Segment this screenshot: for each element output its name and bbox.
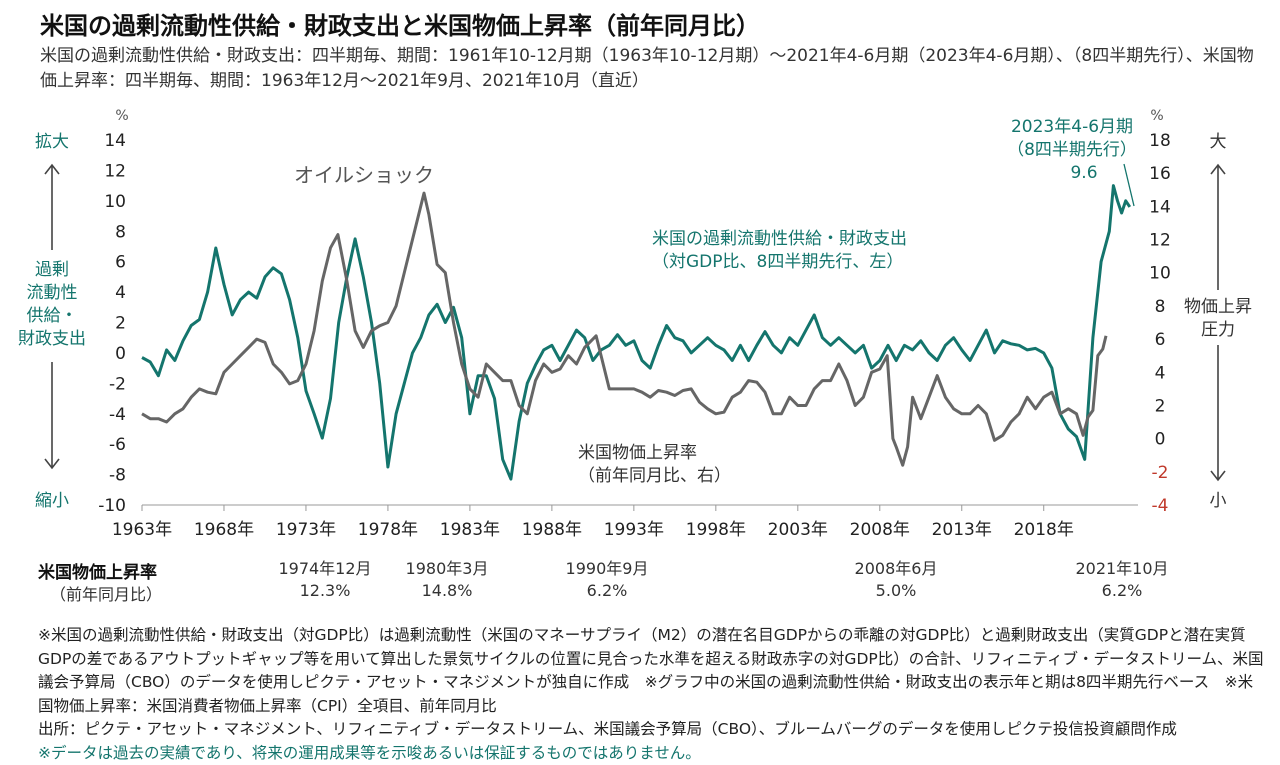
x-tick-label: 1983年: [440, 520, 500, 540]
left-side-bottom-label: 縮小: [35, 491, 69, 511]
down-arrow-icon: [45, 362, 59, 468]
x-tick-label: 1988年: [522, 520, 582, 540]
liquidity-series-label: 米国の過剰流動性供給・財政支出: [652, 229, 907, 249]
right-side-middle-label: 物価上昇: [1184, 297, 1252, 317]
left-tick-label: 4: [115, 283, 126, 303]
left-tick-label: 2: [115, 314, 126, 334]
inflation-series-line: [142, 193, 1106, 465]
record-1990: 1990年9月 6.2%: [537, 558, 677, 602]
right-tick-label: 4: [1155, 363, 1166, 383]
left-tick-label: -4: [109, 405, 126, 425]
record-value: 12.3%: [255, 580, 395, 602]
liquidity-series-desc: （対GDP比、8四半期先行、左）: [652, 252, 903, 272]
left-tick-label: 0: [115, 344, 126, 364]
right-tick-label: -4: [1152, 496, 1169, 516]
liquidity-fiscal-series-line: [142, 186, 1130, 480]
x-tick-label: 2013年: [932, 520, 992, 540]
peak-label-date: 2023年4-6月期: [1011, 117, 1133, 137]
inflation-series-desc: （前年同月比、右）: [578, 466, 731, 486]
record-1980: 1980年3月 14.8%: [377, 558, 517, 602]
left-tick-label: 6: [115, 253, 126, 273]
x-tick-label: 2003年: [768, 520, 828, 540]
up-arrow-icon: [45, 165, 59, 250]
footnotes: ※米国の過剰流動性供給・財政支出（対GDP比）は過剰流動性（米国のマネーサプライ…: [38, 624, 1268, 765]
right-tick-label: 18: [1149, 131, 1171, 151]
right-tick-label: 10: [1149, 264, 1171, 284]
record-date: 1974年12月: [255, 558, 395, 580]
left-tick-label: 8: [115, 222, 126, 242]
record-1974: 1974年12月 12.3%: [255, 558, 395, 602]
record-date: 1980年3月: [377, 558, 517, 580]
inflation-series-label: 米国物価上昇率: [578, 443, 697, 463]
chart-subtitle: 米国の過剰流動性供給・財政支出：四半期毎、期間：1961年10-12月期（196…: [40, 44, 1260, 94]
page-title: 米国の過剰流動性供給・財政支出と米国物価上昇率（前年同月比）: [40, 6, 760, 41]
left-side-middle-label: 供給・: [27, 306, 78, 326]
record-value: 5.0%: [826, 580, 966, 602]
left-side-middle-label: 過剰: [35, 260, 69, 280]
left-tick-label: 14: [104, 131, 126, 151]
right-tick-label: 14: [1149, 197, 1171, 217]
left-side-top-label: 拡大: [35, 132, 69, 152]
right-unit-label: %: [1150, 108, 1163, 124]
x-tick-label: 2008年: [850, 520, 910, 540]
record-value: 6.2%: [1052, 580, 1192, 602]
record-value: 6.2%: [537, 580, 677, 602]
peak-label-value: 9.6: [1070, 163, 1097, 183]
oil-shock-label: オイルショック: [294, 163, 434, 187]
left-tick-label: 12: [104, 161, 126, 181]
right-tick-label: 0: [1155, 430, 1166, 450]
right-tick-label: 16: [1149, 164, 1171, 184]
left-tick-label: -6: [109, 435, 126, 455]
x-tick-label: 2018年: [1014, 520, 1074, 540]
peak-label-lead: （8四半期先行）: [1007, 140, 1137, 160]
footnote-definition: ※米国の過剰流動性供給・財政支出（対GDP比）は過剰流動性（米国のマネーサプライ…: [38, 624, 1268, 718]
right-side-bottom-label: 小: [1210, 491, 1227, 511]
left-side-middle-label: 財政支出: [18, 329, 86, 349]
right-side-middle-label: 圧力: [1201, 320, 1235, 340]
record-date: 2021年10月: [1052, 558, 1192, 580]
x-tick-label: 1968年: [194, 520, 254, 540]
down-arrow-icon: [1211, 345, 1225, 480]
record-2008: 2008年6月 5.0%: [826, 558, 966, 602]
left-tick-label: -8: [109, 466, 126, 486]
x-tick-label: 1993年: [604, 520, 664, 540]
up-arrow-icon: [1211, 165, 1225, 290]
x-tick-label: 1998年: [686, 520, 746, 540]
record-date: 2008年6月: [826, 558, 966, 580]
left-tick-label: -10: [98, 496, 126, 516]
left-side-middle-label: 流動性: [27, 283, 78, 303]
right-tick-label: 8: [1155, 297, 1166, 317]
right-tick-label: -2: [1152, 463, 1169, 483]
x-tick-label: 1978年: [358, 520, 418, 540]
record-label-subtitle: （前年同月比）: [50, 581, 162, 605]
right-tick-label: 6: [1155, 330, 1166, 350]
right-side-top-label: 大: [1210, 132, 1227, 152]
left-tick-label: -2: [109, 374, 126, 394]
left-unit-label: %: [115, 108, 128, 124]
record-2021: 2021年10月 6.2%: [1052, 558, 1192, 602]
footnote-source: 出所：ピクテ・アセット・マネジメント、リフィニティブ・データストリーム、米国議会…: [38, 718, 1268, 742]
disclaimer: ※データは過去の実績であり、将来の運用成果等を示唆あるいは保証するものではありま…: [38, 742, 1268, 765]
left-tick-label: 10: [104, 192, 126, 212]
right-tick-label: 2: [1155, 396, 1166, 416]
record-date: 1990年9月: [537, 558, 677, 580]
record-value: 14.8%: [377, 580, 517, 602]
x-tick-label: 1963年: [112, 520, 172, 540]
right-tick-label: 12: [1149, 231, 1171, 251]
chart: %% 14 12 10 8 6 4 2 0 -2 -4 -6 -8 -10 18 16 14 12 10 8 6 4 2 0 -…: [0, 100, 1280, 550]
x-tick-label: 1973年: [276, 520, 336, 540]
record-label-title: 米国物価上昇率: [38, 558, 157, 583]
